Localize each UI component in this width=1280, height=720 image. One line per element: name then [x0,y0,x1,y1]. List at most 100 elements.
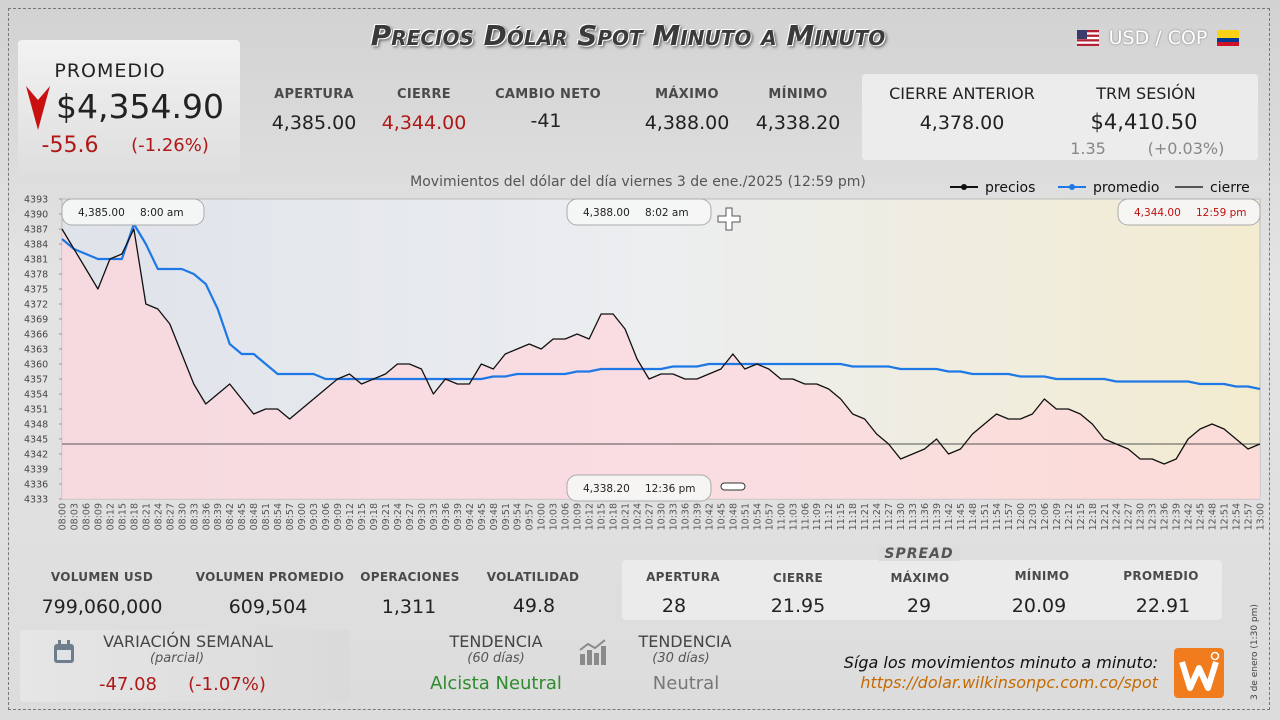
x-tick-label: 11:24 [872,503,883,530]
x-tick-label: 08:15 [117,503,128,530]
x-tick-label: 08:39 [213,503,224,530]
x-tick-label: 10:45 [716,503,727,530]
x-tick-label: 10:27 [645,503,656,530]
flag-us [1077,30,1099,46]
x-tick-label: 09:21 [381,503,392,530]
y-tick-label: 4333 [24,495,48,506]
promedio-value: $4,354.90 [56,87,224,126]
spread-label: MÁXIMO [890,571,950,585]
y-tick-label: 4357 [24,375,48,386]
trend60-label: TENDENCIA [449,632,543,651]
logo[interactable] [1174,648,1224,698]
trend30-label: TENDENCIA [638,632,732,651]
spread-title: SPREAD [878,547,960,561]
spread-value: 20.09 [1011,595,1067,617]
x-tick-label: 11:00 [776,503,787,530]
spread-value: 21.95 [770,595,826,617]
x-tick-label: 09:39 [453,503,464,530]
x-tick-label: 12:30 [1136,503,1147,530]
y-tick-label: 4363 [24,345,48,356]
x-tick-label: 09:33 [429,503,440,530]
site-link[interactable]: https://dolar.wilkinsonpc.com.co/spot [860,673,1158,692]
x-tick-label: 10:21 [621,503,632,530]
x-tick-label: 11:33 [908,503,919,530]
x-tick-label: 12:54 [1232,503,1243,530]
weekly-change: -47.08 [98,674,158,695]
calendar-icon [54,640,74,663]
x-tick-label: 11:18 [848,503,859,530]
series-line [61,222,1261,391]
chart: Movimientos del dólar del día viernes 3 … [24,174,1267,530]
spread-box [622,560,1222,620]
trend60-sub: (60 días) [467,651,525,666]
flag-co [1217,30,1239,46]
x-tick-label: 12:03 [1028,503,1039,530]
spread-label: MÍNIMO [1014,569,1070,583]
x-tick-label: 08:00 [58,503,69,530]
spread-label: APERTURA [646,570,720,584]
x-tick-label: 08:18 [129,503,140,530]
stat-label: CAMBIO NETO [495,87,601,102]
x-tick-label: 09:15 [357,503,368,530]
legend-label: precios [985,180,1035,196]
x-tick-label: 11:06 [800,503,811,530]
x-tick-label: 11:12 [824,503,835,530]
x-tick-label: 08:45 [237,503,248,530]
legend-marker [1069,184,1075,190]
x-tick-label: 13:00 [1256,503,1267,530]
trm-change-pct: (+0.03%) [1147,139,1225,158]
x-tick-label: 11:15 [836,503,847,530]
y-tick-label: 4393 [24,195,48,206]
spread-value: 22.91 [1135,595,1191,617]
x-tick-label: 10:00 [537,503,548,530]
x-tick-label: 09:42 [465,503,476,530]
x-tick-label: 08:36 [201,503,212,530]
x-tick-label: 08:09 [93,503,104,530]
x-tick-label: 09:45 [477,503,488,530]
stat-label: MÍNIMO [768,87,828,102]
vol-label: OPERACIONES [360,570,460,584]
stat-value: 4,344.00 [381,112,467,134]
x-tick-label: 12:36 [1160,503,1171,530]
x-tick-label: 08:21 [141,503,152,530]
x-tick-label: 09:51 [501,503,512,530]
y-tick-label: 4378 [24,270,48,281]
x-tick-label: 08:27 [165,503,176,530]
stat-value: -41 [530,110,562,132]
trend30-sub: (30 días) [652,651,710,666]
weekly-change-pct: (-1.07%) [188,674,266,695]
stat-value: 4,338.20 [755,112,841,134]
x-tick-label: 09:06 [321,503,332,530]
x-tick-label: 11:39 [932,503,943,530]
promedio-box [18,40,240,176]
stat-label: APERTURA [274,87,354,102]
x-tick-label: 12:12 [1064,503,1075,530]
y-tick-label: 4390 [24,210,48,221]
x-tick-label: 11:27 [884,503,895,530]
y-tick-label: 4339 [24,465,48,476]
annotation-value: 4,385.00 [78,207,125,219]
x-tick-label: 10:09 [573,503,584,530]
y-tick-label: 4384 [24,240,48,251]
x-tick-label: 08:57 [285,503,296,530]
y-tick-label: 4345 [24,435,48,446]
x-tick-label: 09:36 [441,503,452,530]
x-tick-label: 08:51 [261,503,272,530]
y-tick-label: 4348 [24,420,48,431]
spread-value: 29 [906,595,932,617]
x-tick-label: 12:51 [1220,503,1231,530]
vol-value: 609,504 [228,596,308,618]
annotation-time: 12:36 pm [645,483,696,495]
x-tick-label: 09:00 [297,503,308,530]
frame [8,8,1270,710]
down-arrow [26,86,50,130]
y-tick-label: 4387 [24,225,48,236]
promedio-change-pct: (-1.26%) [131,135,209,156]
x-tick-label: 11:48 [968,503,979,530]
x-tick-label: 09:12 [345,503,356,530]
x-tick-label: 12:24 [1112,503,1123,530]
annotation-box [1117,198,1261,226]
y-tick-label: 4354 [24,390,48,401]
x-tick-label: 10:51 [740,503,751,530]
